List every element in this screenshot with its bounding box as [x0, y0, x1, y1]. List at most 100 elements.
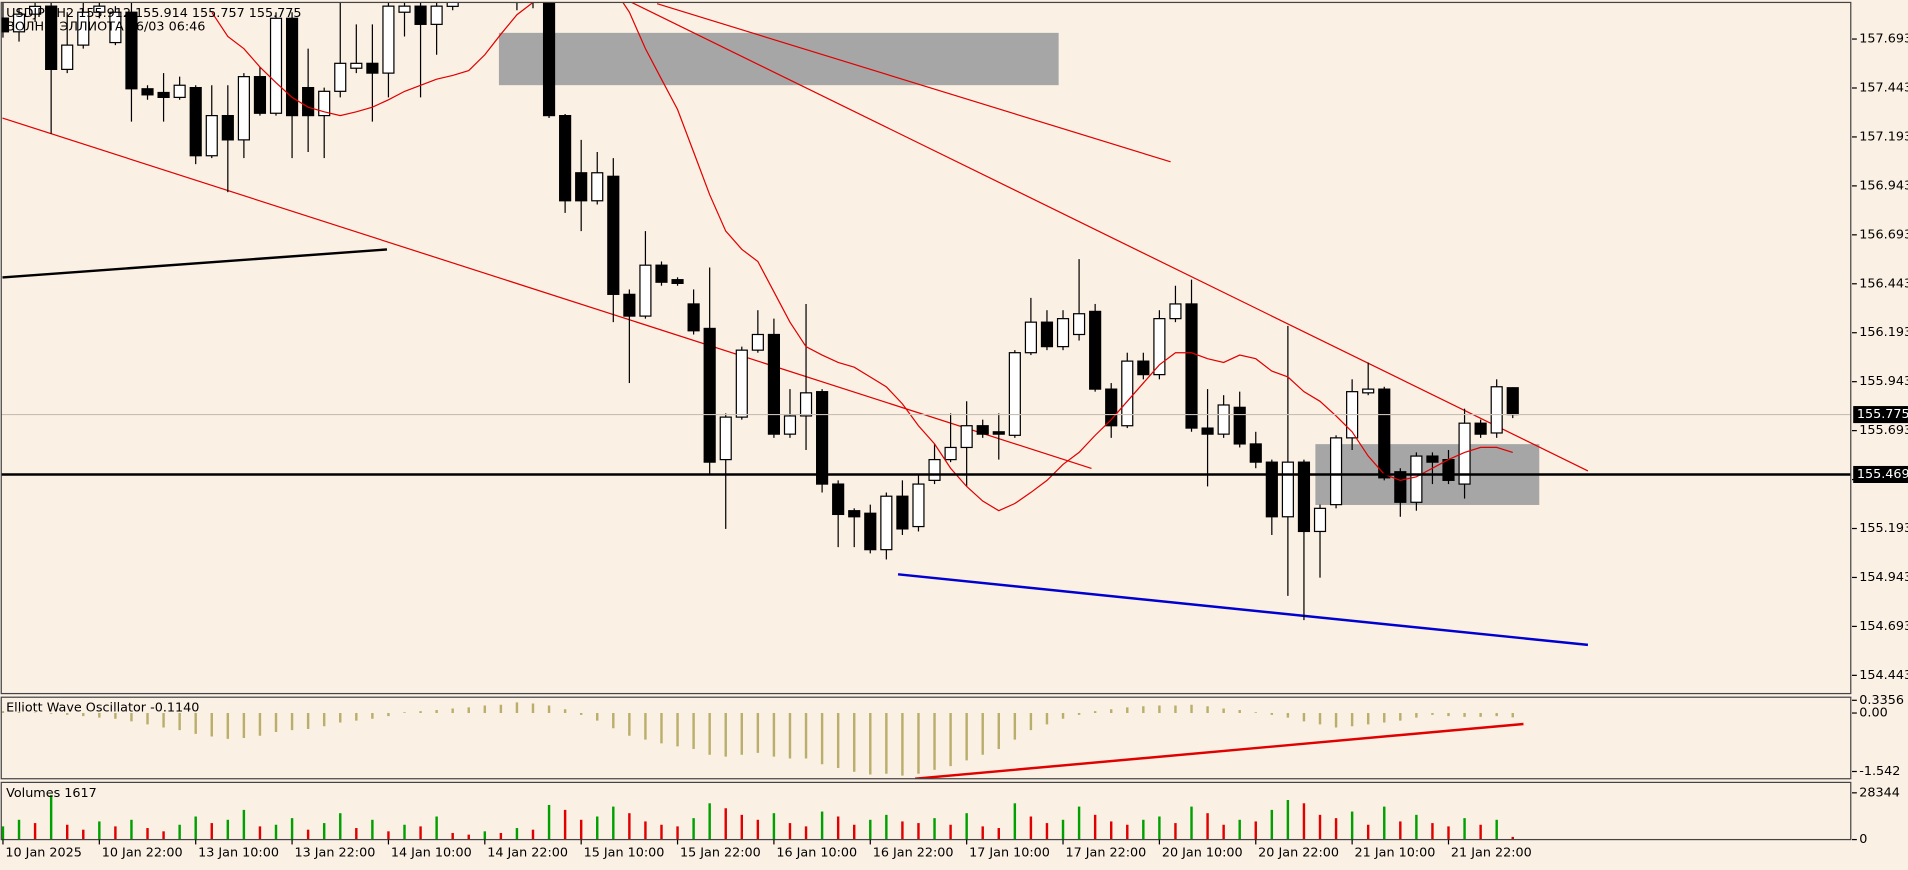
candle-body [1281, 461, 1294, 518]
oscillator-title: Elliott Wave Oscillator -0.1140 [6, 701, 199, 716]
candle-body [109, 11, 122, 44]
candle-body [302, 86, 315, 117]
trendline [2, 248, 388, 279]
candle-body [751, 333, 764, 351]
candle-body [1458, 422, 1471, 485]
candle-body [430, 5, 443, 25]
candle-body [1169, 303, 1182, 320]
trendline [2, 117, 1092, 470]
candle-body [992, 431, 1005, 435]
candle-body [157, 91, 170, 98]
y-tick-label: 157.693 [1859, 32, 1908, 47]
candle-body [1, 17, 10, 33]
candle-body [816, 391, 829, 485]
x-tick-label: 16 Jan 22:00 [873, 845, 954, 860]
candle-body [1056, 318, 1070, 348]
y-tick-label: 154.943 [1859, 570, 1908, 585]
pane-border [0, 1, 1852, 695]
indicator-header: ВОЛНЫ ЭЛЛИОТА 26/03 06:46 [6, 19, 205, 34]
y-tick-label: 0.00 [1859, 706, 1887, 721]
candle-body [77, 11, 90, 46]
moving-average [211, 2, 1513, 512]
x-tick-label: 10 Jan 22:00 [102, 845, 183, 860]
price-label: 155.469 [1857, 467, 1908, 482]
candle-body [1137, 360, 1150, 376]
y-tick-label: 156.193 [1859, 325, 1908, 340]
candle-body [575, 172, 588, 202]
y-tick-label: -1.542 [1859, 764, 1900, 779]
x-tick-label: 14 Jan 10:00 [391, 845, 472, 860]
candle-body [382, 5, 395, 74]
candle-body [591, 172, 604, 202]
candle-body [1474, 422, 1487, 435]
candle-body [1249, 443, 1262, 463]
candle-body [944, 446, 957, 461]
candle-body [687, 303, 700, 332]
y-tick-label: 0 [1859, 832, 1867, 847]
candle-body [334, 62, 347, 92]
y-tick-label: 155.693 [1859, 423, 1908, 438]
candle-body [559, 114, 572, 202]
candle-body [350, 62, 363, 69]
candle-body [799, 392, 813, 417]
candle-body [45, 5, 58, 71]
candle-body [607, 175, 620, 295]
volume-pane [1, 795, 1514, 840]
x-tick-label: 16 Jan 10:00 [776, 845, 857, 860]
candle-body [671, 279, 684, 284]
oscillator-pane [1, 702, 1524, 779]
y-tick-label: 0.3356 [1859, 693, 1904, 708]
price-label-box [1853, 465, 1908, 483]
price-label: 155.775 [1857, 407, 1908, 422]
candle-body [141, 88, 154, 96]
candle-body [221, 114, 234, 141]
price-pane [1, 2, 1851, 647]
candle-body [1089, 310, 1102, 390]
x-tick-label: 15 Jan 22:00 [680, 845, 761, 860]
x-tick-label: 20 Jan 10:00 [1162, 845, 1243, 860]
y-tick-label: 157.193 [1859, 129, 1908, 144]
y-tick-label: 156.693 [1859, 227, 1908, 242]
candle-body [1185, 303, 1198, 429]
candle-body [1073, 313, 1086, 336]
candle-body [1217, 404, 1230, 435]
y-tick-label: 156.943 [1859, 178, 1908, 193]
x-tick-label: 17 Jan 22:00 [1065, 845, 1146, 860]
candle-body [173, 84, 186, 98]
y-tick-label: 154.443 [1859, 668, 1908, 683]
y-tick-label: 155.943 [1859, 374, 1908, 389]
candle-body [1153, 318, 1166, 376]
y-tick-label: 155.193 [1859, 521, 1908, 536]
y-tick-label: 157.443 [1859, 80, 1908, 95]
candle-body [703, 327, 716, 463]
candle-body [864, 512, 877, 551]
candle-body [237, 76, 250, 141]
candle-body [1362, 388, 1375, 394]
volume-title: Volumes 1617 [6, 786, 97, 801]
x-tick-label: 14 Jan 22:00 [487, 845, 568, 860]
candle-body [655, 264, 668, 283]
candle-body [125, 11, 138, 90]
candle-body [29, 5, 42, 15]
candle-body [783, 415, 797, 435]
trendline [897, 573, 1589, 647]
candle-body [880, 495, 893, 551]
candle-body [1265, 461, 1278, 518]
x-tick-label: 21 Jan 10:00 [1355, 845, 1436, 860]
candle-body [1233, 406, 1246, 445]
candle-body [912, 483, 925, 528]
candle-body [1490, 386, 1503, 434]
candle-body [976, 425, 989, 435]
pane-border [0, 696, 1852, 780]
candle-body [1201, 427, 1214, 435]
candle-body [93, 5, 106, 13]
candle-body [446, 2, 459, 7]
candle-body [1426, 455, 1439, 463]
candle-body [848, 510, 861, 518]
x-tick-label: 13 Jan 10:00 [198, 845, 279, 860]
candle-body [269, 17, 283, 114]
candle-body [12, 13, 26, 33]
pane-border [0, 781, 1852, 841]
